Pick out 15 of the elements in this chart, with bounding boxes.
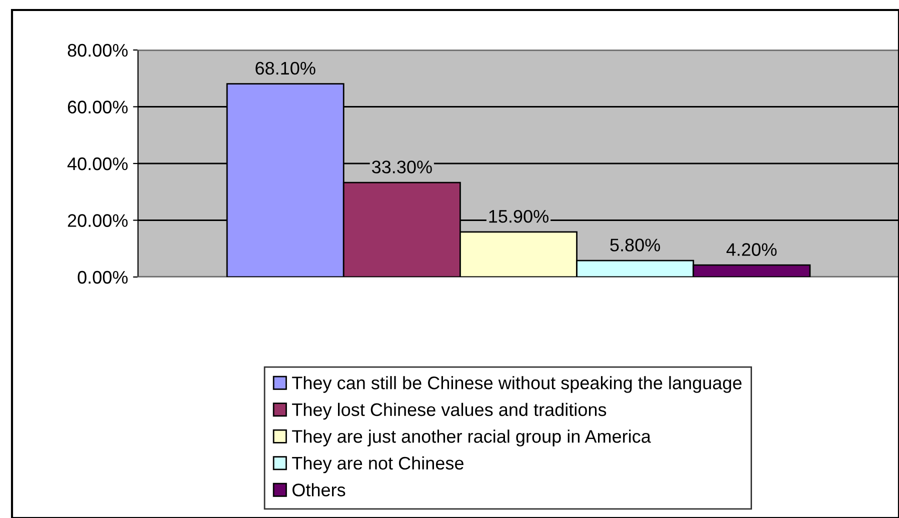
data-label: 33.30% bbox=[372, 160, 432, 174]
legend-label: They lost Chinese values and traditions bbox=[292, 402, 606, 420]
legend-label: They can still be Chinese without speaking the language bbox=[292, 376, 742, 393]
y-tick-label: 20.00% bbox=[68, 214, 128, 227]
y-tick-label: 0.00% bbox=[78, 270, 128, 284]
legend-label: Others bbox=[292, 483, 346, 496]
legend-label: They are not Chinese bbox=[292, 456, 464, 474]
y-tick-label: 80.00% bbox=[68, 44, 128, 57]
data-label: 4.20% bbox=[726, 243, 777, 256]
data-label: 15.90% bbox=[489, 210, 548, 223]
y-tick-label: 60.00% bbox=[68, 100, 128, 114]
y-tick-label: 40.00% bbox=[67, 157, 128, 170]
legend-label: They are just another racial group in America bbox=[292, 430, 651, 446]
data-label: 5.80% bbox=[610, 238, 660, 252]
data-label: 68.10% bbox=[256, 62, 316, 75]
